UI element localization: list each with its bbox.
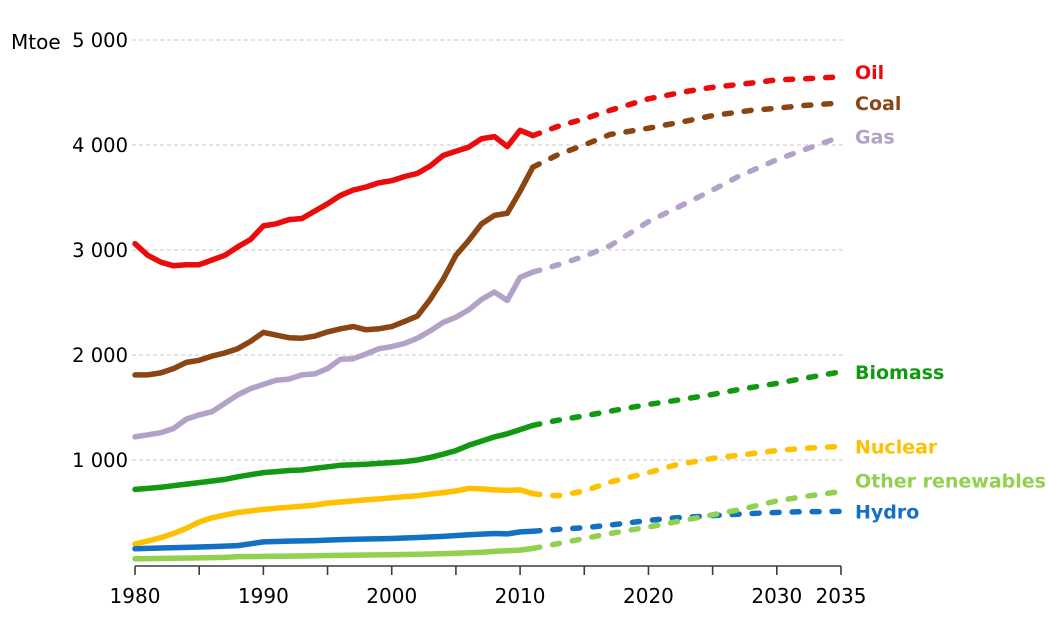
biomass-line-history bbox=[132, 422, 536, 493]
x-axis-tick-label: 2030 bbox=[751, 584, 802, 608]
x-axis-tick-label: 1980 bbox=[110, 584, 161, 608]
y-axis-tick-label: 4 000 bbox=[72, 134, 128, 157]
y-axis-tick-label: 5 000 bbox=[72, 29, 128, 52]
y-axis-tick-label: 3 000 bbox=[72, 239, 128, 262]
biomass-line-projection bbox=[530, 369, 844, 429]
nuclear-series-label: Nuclear bbox=[855, 436, 938, 458]
other_renewables-line-projection bbox=[530, 488, 844, 552]
oil-series-label: Oil bbox=[855, 62, 884, 84]
x-axis-tick-label: 2000 bbox=[366, 584, 417, 608]
x-axis-tick-label: 2035 bbox=[816, 584, 867, 608]
hydro-series-label: Hydro bbox=[855, 501, 919, 523]
y-axis-unit-label: Mtoe bbox=[11, 30, 61, 54]
gas-series-label: Gas bbox=[855, 127, 895, 149]
coal-series-label: Coal bbox=[855, 93, 901, 115]
nuclear-line-history bbox=[132, 485, 536, 547]
y-axis-tick-label: 1 000 bbox=[72, 449, 128, 472]
oil-line-history bbox=[132, 127, 536, 269]
x-axis-tick-label: 2010 bbox=[495, 584, 546, 608]
nuclear-line-projection bbox=[530, 443, 844, 499]
x-axis-tick-label: 2020 bbox=[623, 584, 674, 608]
x-axis-tick-label: 1990 bbox=[238, 584, 289, 608]
hydro-line-projection bbox=[530, 508, 844, 534]
hydro-line-history bbox=[132, 528, 536, 552]
coal-line-projection bbox=[530, 100, 844, 170]
coal-line-history bbox=[132, 164, 536, 378]
oil-line-projection bbox=[530, 74, 844, 139]
other_renewables-series-label: Other renewables bbox=[855, 470, 1046, 492]
y-axis-tick-label: 2 000 bbox=[72, 344, 128, 367]
gas-line-projection bbox=[530, 133, 844, 275]
gas-line-history bbox=[132, 269, 536, 440]
biomass-series-label: Biomass bbox=[855, 362, 944, 384]
other_renewables-line-history bbox=[132, 545, 536, 562]
